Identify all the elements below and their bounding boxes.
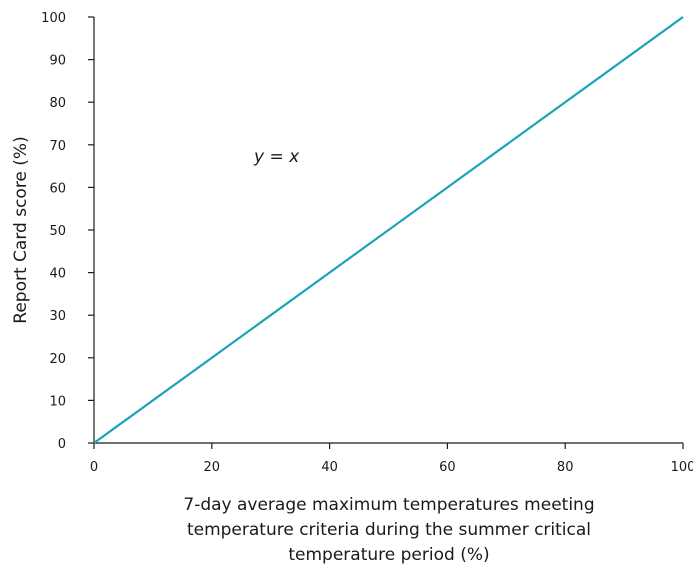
y-tick-label: 70 bbox=[49, 139, 66, 154]
y-tick-label: 60 bbox=[49, 181, 66, 196]
x-axis-title-line-1: 7-day average maximum temperatures meeti… bbox=[183, 495, 594, 515]
x-axis-title-line-2: temperature criteria during the summer c… bbox=[187, 520, 591, 540]
series-line bbox=[93, 16, 684, 444]
y-tick-label: 30 bbox=[49, 309, 66, 324]
y-tick-label: 80 bbox=[49, 96, 66, 111]
y-tick-label: 0 bbox=[58, 437, 66, 452]
y-tick-label: 40 bbox=[49, 267, 66, 282]
y-tick-label: 10 bbox=[49, 394, 66, 409]
x-tick-label: 80 bbox=[557, 460, 574, 475]
y-tick-label: 100 bbox=[41, 11, 66, 26]
x-tick-label: 60 bbox=[439, 460, 456, 475]
x-tick-label: 0 bbox=[90, 460, 98, 475]
x-axis-title-line-3: temperature period (%) bbox=[288, 545, 489, 565]
y-tick-label: 20 bbox=[49, 352, 66, 367]
y-axis-title: Report Card score (%) bbox=[11, 136, 31, 323]
x-tick-label: 20 bbox=[204, 460, 221, 475]
plot-area: 0 10 20 30 40 50 60 70 80 90 100 0 20 40 60 80 100 y = x bbox=[41, 11, 693, 475]
y-tick-label: 90 bbox=[49, 54, 66, 69]
x-tick-label: 100 bbox=[671, 460, 693, 475]
annotation-label: y = x bbox=[253, 147, 300, 167]
y-tick-label: 50 bbox=[49, 224, 66, 239]
x-tick-label: 40 bbox=[321, 460, 338, 475]
